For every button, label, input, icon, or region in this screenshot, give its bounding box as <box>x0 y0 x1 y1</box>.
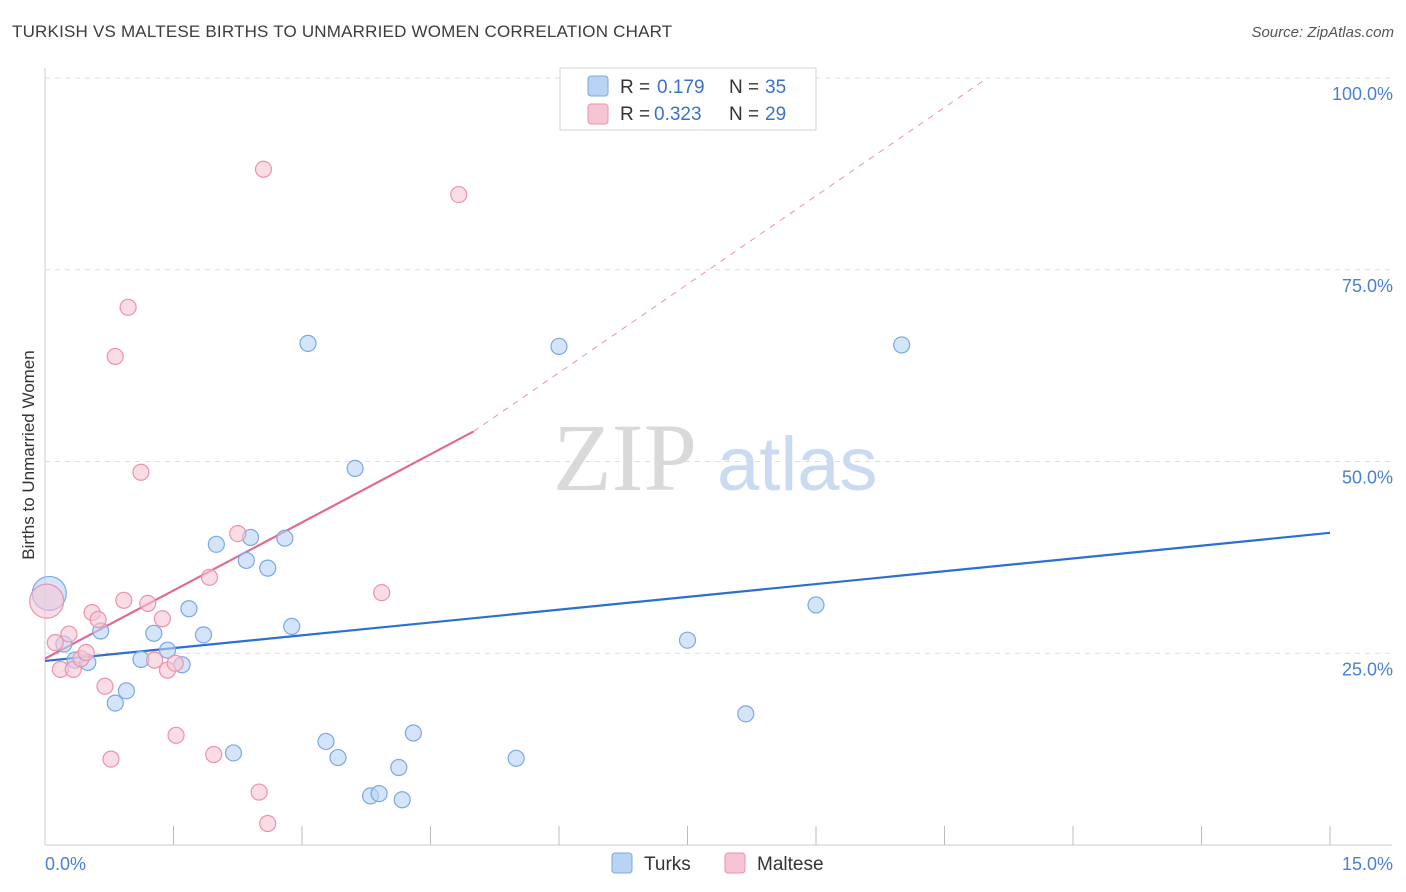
axes <box>44 68 1392 846</box>
maltese-trend-extension <box>473 77 988 432</box>
maltese-point <box>77 643 95 662</box>
legend-turks-n: 35 <box>765 77 786 98</box>
maltese-point <box>450 185 468 204</box>
series-legend: Turks Maltese <box>611 852 824 875</box>
legend-maltese-swatch <box>587 103 609 125</box>
watermark-atlas: atlas <box>717 422 878 507</box>
legend-r-label: R = <box>620 77 650 98</box>
turks-trend-line <box>44 531 1331 663</box>
turks-point <box>158 641 177 659</box>
data-points <box>29 160 911 833</box>
watermark-zip: ZIP <box>553 404 697 511</box>
maltese-point <box>115 591 133 609</box>
x-tick-label-max: 15.0% <box>1342 854 1393 874</box>
legend-n-label: N = <box>729 104 759 125</box>
turks-point <box>807 596 825 614</box>
y-axis-label: Births to Unmarried Women <box>19 350 38 559</box>
maltese-point <box>153 610 171 628</box>
maltese-point <box>229 524 247 543</box>
turks-point <box>207 535 225 553</box>
maltese-point <box>166 654 184 672</box>
maltese-point <box>89 610 107 629</box>
series-legend-turks-swatch <box>611 852 633 874</box>
trend-lines <box>44 77 1331 663</box>
turks-point <box>370 785 388 803</box>
turks-point <box>299 334 317 352</box>
maltese-trend-line <box>44 430 474 660</box>
maltese-point <box>29 583 65 619</box>
turks-point <box>224 744 243 762</box>
y-tick-label: 100.0% <box>1332 84 1393 104</box>
maltese-point <box>132 463 150 481</box>
chart-title: TURKISH VS MALTESE BIRTHS TO UNMARRIED W… <box>12 22 673 41</box>
maltese-point <box>96 677 114 695</box>
maltese-point <box>200 568 219 586</box>
y-tick-label: 25.0% <box>1342 659 1393 679</box>
correlation-legend: R = 0.179 N = 35 R = 0.323 N = 29 <box>559 67 817 131</box>
watermark: ZIP atlas <box>553 404 878 511</box>
turks-point <box>194 626 213 644</box>
turks-point <box>106 694 124 712</box>
turks-point <box>737 705 755 723</box>
legend-maltese-n: 29 <box>765 104 786 125</box>
turks-point <box>145 624 163 642</box>
maltese-point <box>250 783 268 801</box>
maltese-point <box>102 750 120 768</box>
maltese-point <box>254 160 273 178</box>
x-tick-label-min: 0.0% <box>45 854 86 874</box>
series-legend-turks-label: Turks <box>644 854 691 875</box>
turks-point <box>393 791 411 809</box>
turks-point <box>317 732 335 751</box>
maltese-point <box>205 745 223 764</box>
series-legend-maltese-swatch <box>724 852 746 874</box>
legend-n-label: N = <box>729 77 759 98</box>
turks-point <box>507 749 525 767</box>
maltese-point <box>139 594 157 612</box>
legend-maltese-r: 0.323 <box>654 104 702 125</box>
turks-point <box>180 600 198 618</box>
maltese-point <box>46 633 64 652</box>
y-tick-label: 50.0% <box>1342 468 1393 488</box>
turks-point <box>678 631 697 649</box>
y-tick-label: 75.0% <box>1342 276 1393 296</box>
turks-point <box>550 337 568 356</box>
source-credit: Source: ZipAtlas.com <box>1251 24 1394 41</box>
turks-point <box>390 758 408 777</box>
legend-turks-swatch <box>587 75 609 97</box>
maltese-point <box>119 298 137 316</box>
turks-point <box>346 459 364 478</box>
maltese-point <box>167 726 185 744</box>
axis-labels: Births to Unmarried Women 25.0% 50.0% 75.0… <box>19 84 1393 874</box>
series-legend-maltese-label: Maltese <box>757 854 824 875</box>
turks-point <box>276 529 294 547</box>
legend-turks-r: 0.179 <box>657 77 705 98</box>
maltese-point <box>259 814 277 833</box>
maltese-point <box>60 625 78 643</box>
maltese-point <box>106 347 124 366</box>
turks-point <box>283 617 301 636</box>
turks-point <box>404 724 422 742</box>
turks-point <box>259 559 277 577</box>
turks-point <box>237 551 255 570</box>
maltese-point <box>146 651 164 669</box>
legend-r-label: R = <box>620 104 650 125</box>
turks-point <box>893 336 911 354</box>
maltese-point <box>373 584 391 602</box>
turks-point <box>117 682 135 700</box>
turks-point <box>329 748 347 767</box>
